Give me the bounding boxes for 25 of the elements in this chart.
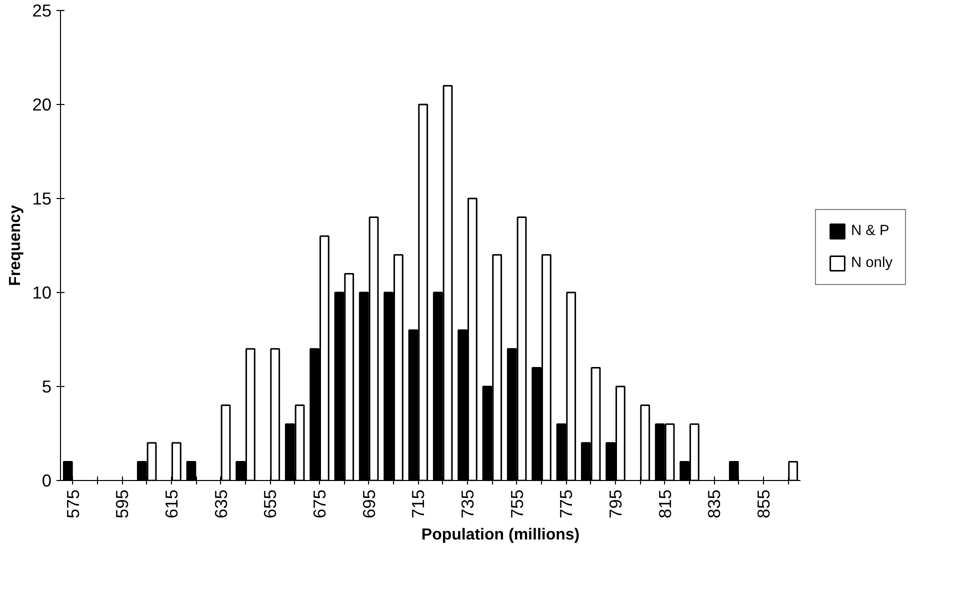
x-tick-label: 595	[112, 489, 132, 518]
x-tick-label: 675	[310, 489, 330, 518]
x-tick-label: 655	[260, 489, 280, 518]
x-tick-label: 735	[458, 489, 478, 518]
y-tick-label: 15	[32, 188, 52, 208]
y-axis-title: Frequency	[7, 204, 24, 286]
legend-label: N & P	[851, 223, 890, 239]
x-tick-label: 575	[62, 489, 83, 518]
x-tick-label: 755	[506, 489, 527, 518]
x-tick-label: 855	[754, 489, 774, 518]
x-tick-label: 795	[606, 489, 626, 518]
x-tick-label: 775	[556, 489, 576, 518]
x-tick-label: 615	[162, 489, 182, 518]
y-tick-label: 5	[42, 376, 52, 396]
y-tick-label: 0	[42, 470, 52, 490]
x-tick-label: 635	[210, 489, 231, 518]
y-tick-label: 10	[32, 282, 52, 302]
x-tick-label: 835	[704, 489, 724, 518]
x-axis-title: Population (millions)	[421, 526, 580, 544]
x-tick-label: 715	[408, 489, 428, 518]
legend-label: N only	[851, 255, 893, 271]
x-tick-label: 815	[654, 489, 675, 518]
y-tick-label: 25	[32, 0, 52, 20]
y-tick-label: 20	[32, 94, 52, 114]
x-tick-label: 695	[358, 489, 379, 518]
